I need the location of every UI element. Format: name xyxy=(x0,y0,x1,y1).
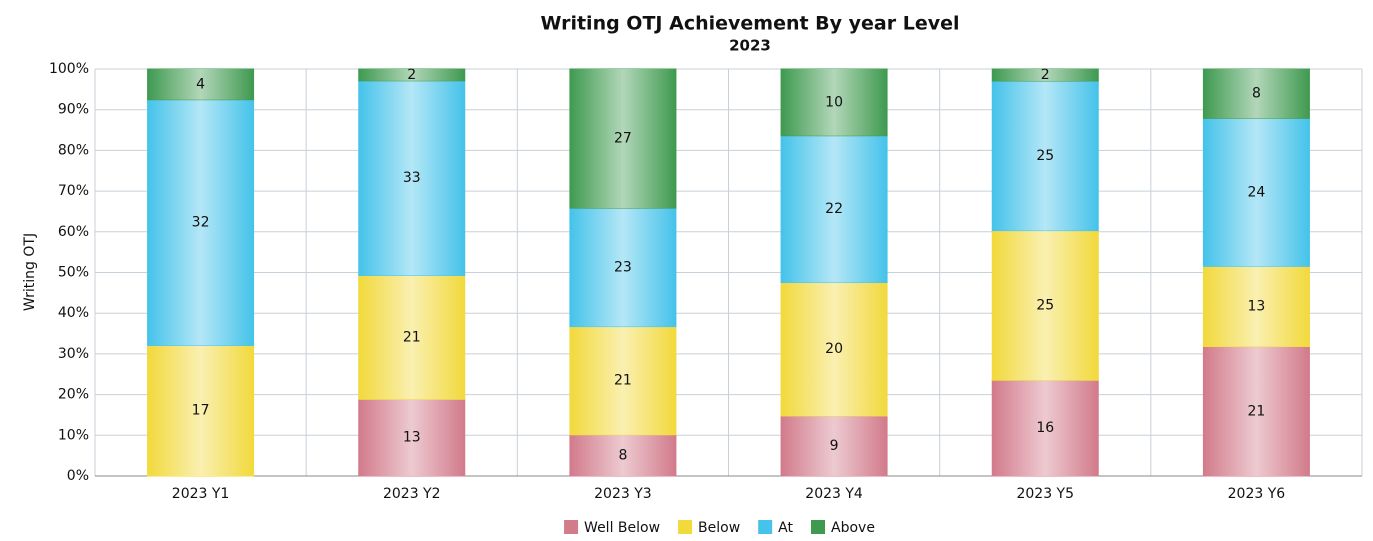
data-label: 27 xyxy=(614,131,632,147)
legend-swatch xyxy=(811,520,826,534)
bar-shine xyxy=(992,380,1099,476)
bar-shine xyxy=(358,80,465,276)
y-axis-label: Writing OTJ xyxy=(22,233,38,311)
y-tick-label: 50% xyxy=(58,265,89,281)
bar-shine xyxy=(992,230,1099,381)
bar-shine xyxy=(569,326,676,435)
chart-title: Writing OTJ Achievement By year Level xyxy=(540,13,959,35)
data-label: 10 xyxy=(825,94,843,110)
legend-label: Well Below xyxy=(584,520,660,536)
bar-shine xyxy=(569,434,676,476)
data-label: 13 xyxy=(403,430,421,446)
data-label: 8 xyxy=(1252,86,1261,102)
bar-shine xyxy=(147,69,254,100)
bar-shine xyxy=(1203,266,1310,347)
data-label: 16 xyxy=(1036,420,1054,436)
data-label: 25 xyxy=(1036,297,1054,313)
data-label: 24 xyxy=(1248,184,1266,200)
bar-shine xyxy=(992,80,1099,231)
x-tick-label: 2023 Y5 xyxy=(1016,486,1074,502)
legend-swatch xyxy=(564,520,579,534)
x-tick-label: 2023 Y3 xyxy=(594,486,652,502)
bar-shine xyxy=(358,399,465,476)
bar-shine xyxy=(781,69,888,136)
y-tick-label: 40% xyxy=(58,305,89,321)
data-label: 4 xyxy=(196,76,205,92)
legend-swatch xyxy=(678,520,693,534)
y-tick-label: 100% xyxy=(49,61,89,77)
bar-shine xyxy=(1203,69,1310,119)
bar-shine xyxy=(1203,118,1310,267)
legend-label: Above xyxy=(831,520,875,536)
bar-shine xyxy=(781,415,888,476)
data-label: 32 xyxy=(192,215,210,231)
x-tick-label: 2023 Y2 xyxy=(383,486,441,502)
data-label: 25 xyxy=(1036,148,1054,164)
data-label: 22 xyxy=(825,201,843,217)
y-tick-label: 80% xyxy=(58,142,89,158)
bar-shine xyxy=(147,99,254,346)
bar-shine xyxy=(1203,346,1310,476)
bar-shine xyxy=(358,275,465,400)
legend-label: Below xyxy=(698,520,740,536)
chart-subtitle: 2023 xyxy=(729,37,771,55)
legend-label: At xyxy=(778,520,793,536)
bar-shine xyxy=(781,282,888,416)
data-label: 8 xyxy=(618,447,627,463)
bar-shine xyxy=(569,69,676,209)
y-tick-label: 70% xyxy=(58,183,89,199)
data-label: 21 xyxy=(614,373,632,389)
data-label: 33 xyxy=(403,170,421,186)
bar-shine xyxy=(147,345,254,476)
legend-swatch xyxy=(758,520,773,534)
y-tick-label: 60% xyxy=(58,224,89,240)
bar-shine xyxy=(992,69,1099,81)
y-tick-label: 30% xyxy=(58,346,89,362)
data-label: 17 xyxy=(192,403,210,419)
data-label: 2 xyxy=(407,67,416,83)
data-label: 21 xyxy=(403,329,421,345)
data-label: 23 xyxy=(614,259,632,275)
y-tick-label: 0% xyxy=(67,468,89,484)
x-tick-label: 2023 Y4 xyxy=(805,486,863,502)
data-label: 13 xyxy=(1248,298,1266,314)
data-label: 21 xyxy=(1248,403,1266,419)
x-tick-label: 2023 Y6 xyxy=(1228,486,1286,502)
bar-shine xyxy=(781,135,888,283)
bar-shine xyxy=(569,208,676,327)
data-label: 20 xyxy=(825,341,843,357)
x-tick-label: 2023 Y1 xyxy=(172,486,230,502)
data-label: 2 xyxy=(1041,67,1050,83)
y-tick-label: 10% xyxy=(58,427,89,443)
bar-shine xyxy=(358,69,465,81)
data-label: 9 xyxy=(830,438,839,454)
y-tick-label: 90% xyxy=(58,102,89,118)
y-tick-label: 20% xyxy=(58,387,89,403)
